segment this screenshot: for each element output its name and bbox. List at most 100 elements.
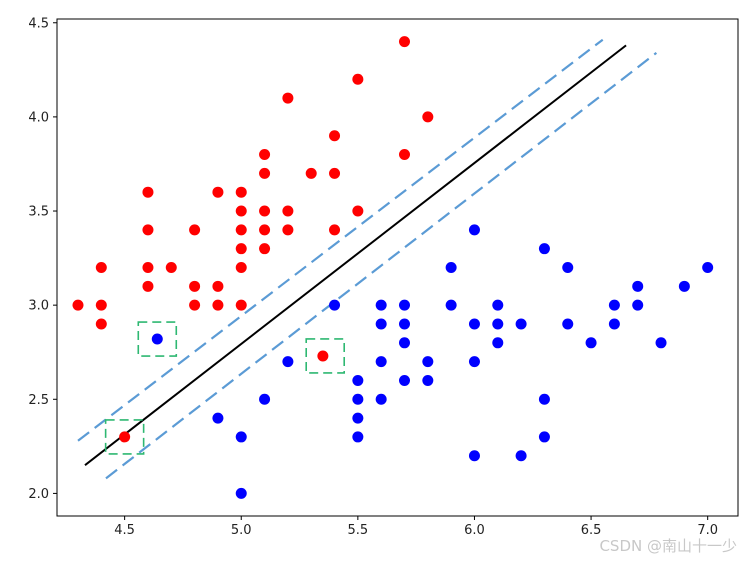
red-point — [282, 205, 294, 217]
red-point — [235, 205, 247, 217]
y-tick-label: 2.0 — [28, 487, 49, 502]
x-tick-label: 6.0 — [464, 523, 485, 538]
margin-line-1 — [77, 38, 604, 442]
red-point — [422, 111, 434, 123]
blue-point — [515, 318, 527, 330]
red-point — [329, 130, 341, 142]
blue-point — [375, 318, 387, 330]
blue-point — [352, 431, 364, 443]
blue-point — [468, 356, 480, 368]
red-point — [259, 167, 271, 179]
red-point — [189, 224, 201, 236]
blue-point — [212, 412, 224, 424]
blue-point — [655, 337, 667, 349]
blue-point — [282, 356, 294, 368]
blue-point — [492, 318, 504, 330]
red-point — [259, 149, 271, 161]
blue-point — [445, 299, 457, 311]
highlight-boxes — [104, 321, 346, 455]
highlight-box — [104, 419, 145, 455]
blue-point — [585, 337, 597, 349]
red-point — [235, 299, 247, 311]
blue-point — [398, 299, 410, 311]
blue-point — [375, 356, 387, 368]
blue-point — [398, 318, 410, 330]
blue-point — [562, 262, 574, 273]
axes: 4.5 5.0 5.5 6.0 6.5 7.0 2.0 2.5 3.0 3.5 4.0 4.5 — [28, 16, 739, 538]
red-point — [212, 280, 224, 292]
red-point — [189, 280, 201, 292]
blue-point — [352, 412, 364, 424]
y-tick-label: 4.0 — [28, 110, 49, 125]
red-point — [352, 205, 364, 217]
margin-line-2 — [105, 52, 658, 480]
red-point — [317, 350, 329, 362]
red-point — [259, 205, 271, 217]
blue-point — [329, 299, 341, 311]
x-tick-label: 5.5 — [348, 523, 369, 538]
red-point — [235, 243, 247, 255]
red-point — [259, 243, 271, 255]
blue-point — [538, 393, 550, 405]
blue-point — [235, 487, 247, 499]
blue-point — [492, 299, 504, 311]
highlight-box — [305, 338, 346, 374]
red-point — [95, 318, 107, 330]
red-point — [189, 299, 201, 311]
red-point — [235, 224, 247, 236]
red-point — [398, 36, 410, 48]
points — [72, 36, 714, 499]
blue-point — [352, 374, 364, 386]
blue-point — [468, 450, 480, 462]
blue-point — [538, 243, 550, 255]
red-point — [142, 224, 154, 236]
red-point — [352, 73, 364, 85]
red-point — [72, 299, 84, 311]
red-point — [282, 92, 294, 104]
y-tick-label: 3.5 — [28, 205, 49, 220]
y-tick-label: 3.0 — [28, 299, 49, 314]
watermark: CSDN @南山十一少 — [599, 537, 737, 555]
red-point — [165, 262, 177, 273]
red-point — [305, 167, 317, 179]
blue-point — [632, 299, 644, 311]
x-tick-label: 7.0 — [697, 523, 718, 538]
blue-point — [352, 393, 364, 405]
blue-point — [375, 393, 387, 405]
x-tick-label: 4.5 — [114, 523, 135, 538]
red-point — [95, 262, 107, 273]
blue-point — [235, 431, 247, 443]
blue-point — [678, 280, 690, 292]
red-point — [282, 224, 294, 236]
blue-point — [422, 374, 434, 386]
blue-point — [398, 337, 410, 349]
decision-boundary-line — [84, 44, 627, 466]
red-point — [142, 280, 154, 292]
blue-point — [632, 280, 644, 292]
blue-point — [515, 450, 527, 462]
y-tick-label: 4.5 — [28, 16, 49, 31]
red-point — [259, 224, 271, 236]
blue-point — [492, 337, 504, 349]
blue-point — [422, 356, 434, 368]
red-point — [398, 149, 410, 161]
lines — [77, 38, 658, 480]
blue-point — [468, 224, 480, 236]
blue-point — [151, 333, 163, 345]
blue-point — [468, 318, 480, 330]
x-tick-label: 6.5 — [581, 523, 602, 538]
blue-point — [538, 431, 550, 443]
y-tick-label: 2.5 — [28, 393, 49, 408]
red-point — [329, 224, 341, 236]
blue-point — [608, 318, 620, 330]
blue-point — [608, 299, 620, 311]
x-tick-label: 5.0 — [231, 523, 252, 538]
red-point — [212, 186, 224, 198]
red-point — [235, 262, 247, 273]
blue-point — [259, 393, 271, 405]
red-point — [119, 431, 131, 443]
red-point — [142, 262, 154, 273]
blue-point — [702, 262, 714, 273]
plot-frame — [56, 18, 739, 517]
